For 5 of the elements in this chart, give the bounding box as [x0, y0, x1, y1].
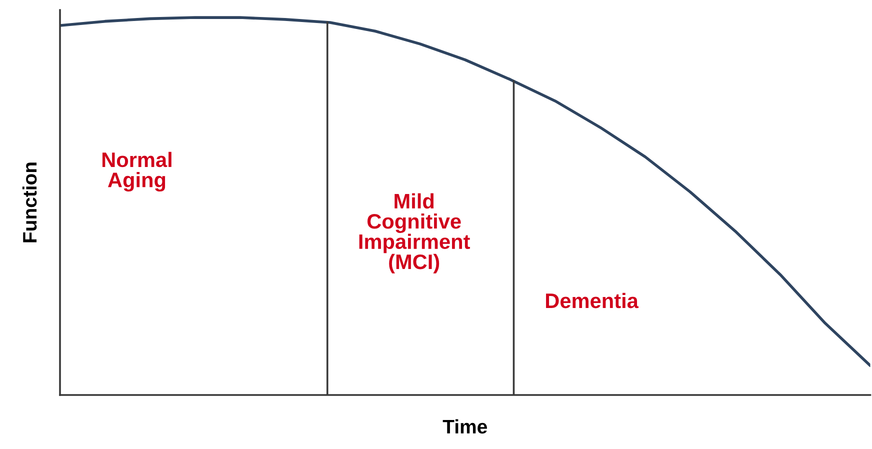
annotation: Dementia: [546, 292, 639, 308]
y-axis-title: Function: [22, 162, 37, 242]
x-axis-title: Time: [442, 419, 487, 434]
annotation: Mild Cognitive Impairment (MCI): [359, 193, 470, 274]
annotation: Normal Aging: [102, 152, 172, 192]
